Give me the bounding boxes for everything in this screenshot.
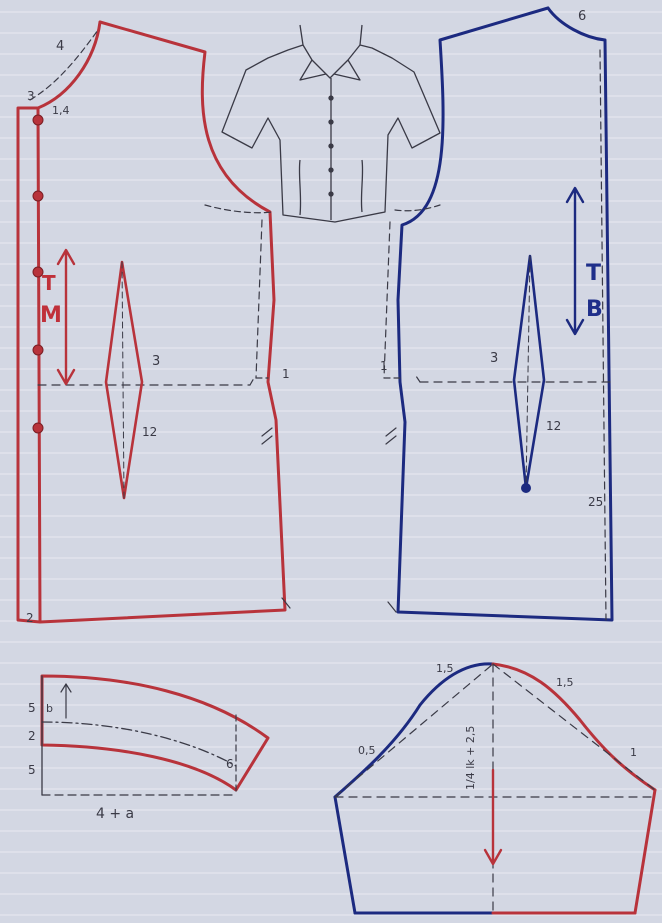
front-hem-tick: [261, 427, 291, 609]
back-label-t: T: [586, 261, 601, 286]
front-label-hem: 2: [26, 611, 34, 625]
front-neckline: [36, 20, 102, 110]
collar-fold-line: [41, 721, 237, 767]
front-label-dart-h: 12: [142, 425, 157, 439]
front-label-m: M: [40, 303, 62, 328]
front-label-button: 1,4: [52, 104, 70, 117]
sleeve-cap-back: [491, 662, 657, 792]
front-label-dart-w: 3: [152, 354, 160, 369]
sleeve-label-low-left: 0,5: [358, 744, 376, 757]
back-label-neck: 6: [578, 9, 586, 24]
back-waist-step: [383, 375, 421, 383]
back-tb-arrow: [565, 186, 585, 336]
front-bodice: [16, 20, 291, 624]
back-label-b: B: [586, 297, 603, 322]
back-side-guide: [383, 221, 391, 379]
front-waist-step: [249, 377, 269, 386]
front-label-side: 1: [282, 367, 290, 381]
front-outline: [16, 20, 287, 624]
back-label-dart-h: 12: [546, 419, 561, 433]
front-armhole-guide: [204, 204, 273, 214]
back-hem-tick: [385, 427, 397, 613]
collar-label-height: 5: [28, 701, 36, 715]
collar-height-arrow: [60, 683, 72, 719]
sleeve-diag-right: [492, 663, 656, 791]
sleeve-label-cap-left: 1,5: [436, 662, 454, 675]
front-label-t: T: [42, 271, 56, 295]
collar-pattern: [40, 674, 270, 796]
front-neck-guide: [29, 29, 99, 101]
button-icon: [32, 344, 44, 356]
sleeve-left-side: [333, 795, 357, 915]
ruled-lines: [0, 11, 662, 916]
sleeve-label-cap-right: 1,5: [556, 676, 574, 689]
back-label-dart-w: 3: [490, 351, 498, 366]
collar-label-depth: 5: [28, 763, 36, 777]
button-icon: [32, 114, 44, 126]
front-dart-axis: [121, 261, 125, 499]
back-dart-axis: [525, 255, 531, 489]
shirt-sketch-icon: [221, 24, 441, 223]
back-label-side: 1: [380, 359, 388, 373]
back-right-guide: [599, 49, 607, 621]
collar-outline: [40, 674, 270, 792]
button-icon: [32, 266, 44, 278]
sleeve-label-height: 1/4 lk + 2,5: [464, 726, 477, 790]
sleeve-height-arrow: [483, 768, 503, 866]
front-label-neck: 4: [56, 39, 64, 54]
front-side-guide: [255, 219, 263, 379]
sleeve-right-side: [633, 788, 657, 915]
button-icon: [32, 190, 44, 202]
front-label-top: 3: [27, 89, 35, 103]
collar-label-width: 4 + a: [96, 806, 134, 822]
front-tm-arrow: [56, 248, 76, 386]
collar-label-end: 6: [226, 757, 234, 771]
back-dart-point: [521, 483, 531, 493]
collar-label-b: b: [46, 702, 53, 715]
back-bodice: [383, 6, 614, 622]
back-armhole-guide: [394, 204, 441, 212]
sleeve-diag-left: [334, 663, 494, 798]
sleeve-label-low-right: 1: [630, 746, 637, 759]
sleeve-pattern: [333, 662, 657, 915]
back-outline: [396, 6, 614, 622]
sleeve-cap-front: [333, 662, 495, 799]
collar-label-gap: 2: [28, 729, 36, 743]
button-icon: [32, 422, 44, 434]
back-label-length: 25: [588, 495, 603, 509]
